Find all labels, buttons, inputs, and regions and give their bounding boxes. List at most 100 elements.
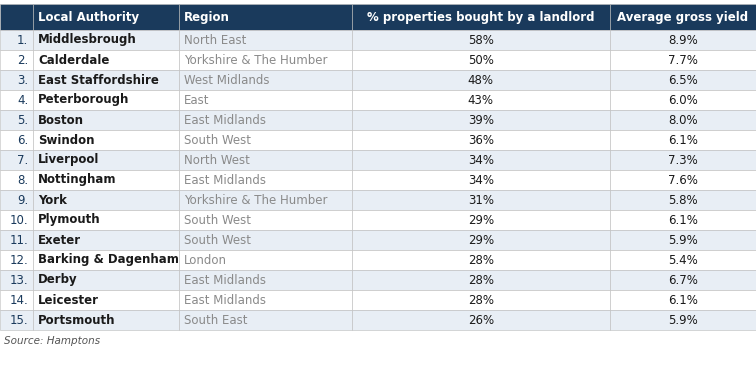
Bar [179,210,352,230]
Text: Region: Region [184,10,230,23]
Text: 48%: 48% [468,74,494,87]
Text: 5.8%: 5.8% [668,193,698,206]
Text: 1.: 1. [17,33,28,46]
Text: Middlesbrough: Middlesbrough [39,33,137,46]
Bar [0,250,33,270]
Text: 7.7%: 7.7% [668,54,698,67]
Bar [352,70,610,90]
Text: East Staffordshire: East Staffordshire [39,74,160,87]
Text: South West: South West [184,214,251,227]
Text: North East: North East [184,33,246,46]
Bar [610,150,756,170]
Text: South West: South West [184,234,251,247]
Bar [610,130,756,150]
Text: South East: South East [184,314,248,327]
Bar [33,170,179,190]
Bar [0,30,33,50]
Text: 6.7%: 6.7% [668,273,698,286]
Bar [33,250,179,270]
Text: 12.: 12. [10,253,28,266]
Text: 7.6%: 7.6% [668,173,698,186]
Bar [0,190,33,210]
Text: 28%: 28% [468,273,494,286]
Text: East Midlands: East Midlands [184,294,266,307]
Bar [352,190,610,210]
Text: East: East [184,93,209,106]
Bar [610,210,756,230]
Text: Barking & Dagenham: Barking & Dagenham [39,253,179,266]
Bar [0,50,33,70]
Bar [0,170,33,190]
Bar [179,4,352,30]
Bar [33,90,179,110]
Bar [0,70,33,90]
Text: 6.5%: 6.5% [668,74,698,87]
Bar [610,230,756,250]
Bar [610,70,756,90]
Text: 9.: 9. [17,193,28,206]
Bar [179,230,352,250]
Bar [179,70,352,90]
Bar [610,50,756,70]
Text: Exeter: Exeter [39,234,82,247]
Text: Yorkshire & The Humber: Yorkshire & The Humber [184,193,327,206]
Text: 36%: 36% [468,134,494,147]
Text: 6.1%: 6.1% [668,134,698,147]
Text: 7.3%: 7.3% [668,154,698,167]
Bar [610,4,756,30]
Bar [179,190,352,210]
Bar [33,310,179,330]
Text: 11.: 11. [10,234,28,247]
Text: 13.: 13. [10,273,28,286]
Text: 39%: 39% [468,113,494,126]
Bar [352,90,610,110]
Text: 3.: 3. [17,74,28,87]
Text: 2.: 2. [17,54,28,67]
Text: 26%: 26% [468,314,494,327]
Bar [0,130,33,150]
Text: 34%: 34% [468,154,494,167]
Text: Nottingham: Nottingham [39,173,116,186]
Bar [33,290,179,310]
Text: 28%: 28% [468,294,494,307]
Text: York: York [39,193,67,206]
Text: 5.: 5. [17,113,28,126]
Bar [610,270,756,290]
Bar [610,90,756,110]
Bar [179,270,352,290]
Bar [0,290,33,310]
Text: 50%: 50% [468,54,494,67]
Bar [610,170,756,190]
Text: Local Authority: Local Authority [39,10,139,23]
Text: Calderdale: Calderdale [39,54,110,67]
Bar [610,250,756,270]
Text: East Midlands: East Midlands [184,173,266,186]
Bar [352,170,610,190]
Text: 15.: 15. [10,314,28,327]
Bar [352,110,610,130]
Bar [352,150,610,170]
Bar [33,230,179,250]
Text: West Midlands: West Midlands [184,74,270,87]
Bar [352,250,610,270]
Bar [352,30,610,50]
Bar [179,250,352,270]
Bar [352,4,610,30]
Text: 5.4%: 5.4% [668,253,698,266]
Bar [352,270,610,290]
Bar [610,30,756,50]
Text: 8.: 8. [17,173,28,186]
Bar [179,290,352,310]
Bar [33,190,179,210]
Bar [179,110,352,130]
Text: Leicester: Leicester [39,294,99,307]
Text: 29%: 29% [468,234,494,247]
Text: 28%: 28% [468,253,494,266]
Bar [0,230,33,250]
Bar [352,210,610,230]
Bar [0,310,33,330]
Bar [33,30,179,50]
Text: % properties bought by a landlord: % properties bought by a landlord [367,10,594,23]
Text: East Midlands: East Midlands [184,113,266,126]
Text: London: London [184,253,227,266]
